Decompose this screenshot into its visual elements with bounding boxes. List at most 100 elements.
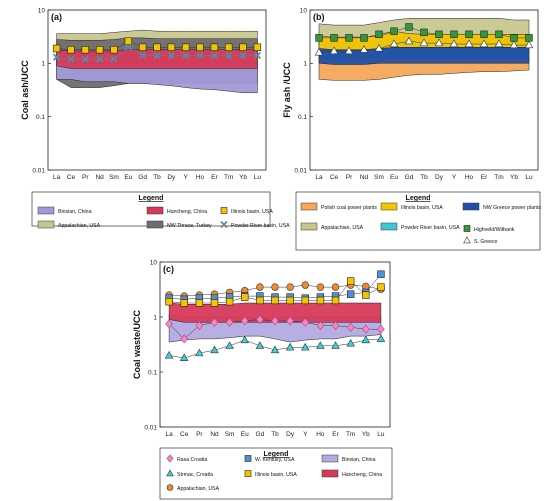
x-tick-label: La: [165, 431, 173, 438]
x-tick-label: Eu: [124, 174, 132, 181]
data-point: [331, 296, 340, 305]
legend-marker: [166, 484, 174, 491]
data-point: [404, 36, 414, 45]
chart-panel: 0.01 0.1 1 10 La Ce Pr Nd Sm Eu Gd Tb Dy Y Ho Er Tm Yb Lu F…: [282, 7, 539, 181]
legend-marker: [220, 207, 228, 214]
data-point: [346, 290, 355, 298]
data-point: [346, 277, 355, 285]
y-tick-label: 0.01: [294, 167, 307, 174]
data-point: [316, 341, 325, 349]
data-point: [180, 334, 189, 344]
data-point: [315, 34, 323, 42]
data-point: [52, 53, 61, 61]
x-tick-label: Gd: [405, 174, 414, 181]
data-point: [225, 297, 234, 306]
legend-label: Powder River basin, USA: [401, 225, 460, 231]
legend-label: Binxian, China: [342, 457, 376, 463]
data-point: [256, 314, 264, 325]
data-point: [316, 296, 325, 305]
x-tick-label: Y: [303, 431, 308, 438]
legend-swatch: [300, 222, 318, 231]
data-point: [377, 283, 385, 291]
data-point: [225, 341, 234, 349]
legend-label: Appalachian, USA: [58, 223, 101, 229]
x-tick-label: Ce: [330, 174, 339, 181]
legend-swatch: [37, 206, 55, 215]
legend-label: Hancheng, China: [342, 472, 382, 478]
data-point: [239, 43, 247, 51]
data-point: [241, 293, 249, 301]
data-point: [405, 23, 413, 31]
x-tick-label: Ce: [67, 174, 76, 181]
x-tick-label: Tm: [346, 431, 355, 438]
x-tick-label: Ho: [316, 431, 325, 438]
data-point: [331, 283, 340, 291]
x-tick-label: La: [315, 174, 323, 181]
data-point: [255, 341, 265, 349]
x-tick-label: Pr: [196, 431, 203, 438]
y-tick-label: 0.1: [148, 369, 157, 376]
data-point: [510, 34, 518, 42]
y-axis-label: Coal waste/UCC: [132, 309, 142, 379]
data-point: [464, 39, 474, 48]
y-tick-label: 0.1: [36, 114, 45, 121]
data-point: [182, 51, 190, 60]
x-tick-label: Nd: [210, 431, 219, 438]
legend-label: Hancheng, China: [167, 209, 207, 215]
legend-marker: [463, 225, 471, 232]
legend-label: Rasa Croatia: [177, 457, 207, 463]
x-tick-label: Lu: [377, 431, 385, 438]
x-tick-label: Sm: [225, 431, 235, 438]
data-point: [286, 296, 294, 305]
data-point: [390, 27, 398, 35]
legend-marker: [166, 469, 174, 477]
panel-label: (c): [163, 264, 174, 274]
data-point: [286, 316, 294, 326]
x-tick-label: Lu: [254, 174, 262, 181]
data-point: [301, 317, 310, 327]
x-tick-label: Sm: [109, 174, 119, 181]
data-point: [360, 34, 368, 42]
y-tick-label: 10: [150, 259, 158, 266]
data-point: [377, 324, 385, 334]
legend-swatch: [37, 220, 55, 229]
data-point: [210, 345, 219, 354]
data-point: [316, 283, 325, 291]
legend-frame: [159, 447, 393, 500]
data-point: [449, 39, 459, 48]
data-point: [95, 55, 104, 63]
legend-label: Appalachian, USA: [321, 225, 364, 231]
data-point: [110, 46, 118, 54]
legend-label: Highveld/Witbank: [474, 227, 515, 233]
data-point: [330, 34, 338, 42]
data-point: [167, 51, 175, 60]
x-tick-label: Pr: [82, 174, 89, 181]
data-point: [196, 43, 204, 51]
x-tick-label: Tb: [420, 174, 428, 181]
data-point: [494, 39, 504, 48]
legend-label: Polish coal power plants: [321, 205, 377, 211]
legend-marker: [463, 236, 471, 244]
legend-swatch: [146, 206, 164, 215]
panel-label: (a): [51, 12, 62, 22]
data-point: [256, 296, 264, 305]
x-tick-label: Tb: [153, 174, 161, 181]
legend-label: Illinois basin, USA: [401, 205, 443, 211]
data-point: [375, 30, 383, 39]
x-tick-label: Er: [481, 174, 488, 181]
y-axis-label: Fly ash /UCC: [282, 62, 292, 118]
data-point: [286, 283, 294, 291]
legend-box: Legend Polish coal power plants Illinois b…: [295, 191, 541, 251]
data-point: [285, 342, 295, 351]
x-tick-label: Eu: [390, 174, 398, 181]
data-point: [495, 30, 503, 39]
data-point: [210, 51, 219, 60]
data-point: [167, 43, 176, 51]
y-axis-label: Coal ash/UCC: [20, 60, 30, 120]
legend-marker: [220, 220, 228, 229]
data-point: [314, 47, 324, 56]
x-tick-label: Nd: [95, 174, 104, 181]
x-tick-label: Ho: [465, 174, 474, 181]
legend-label: NW Greece power plants: [483, 205, 541, 211]
x-tick-label: Yb: [362, 431, 370, 438]
